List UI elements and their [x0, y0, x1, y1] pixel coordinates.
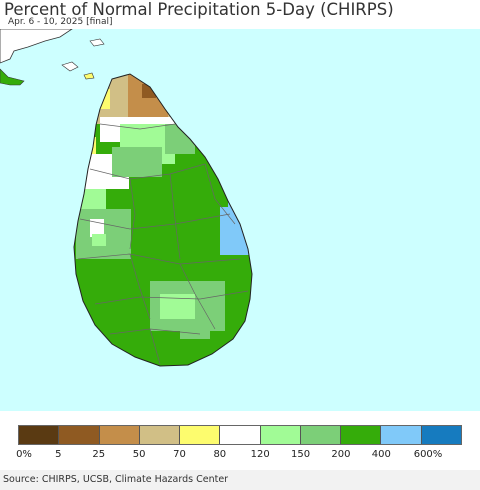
- legend-swatch: [99, 426, 140, 444]
- island: [61, 61, 79, 72]
- legend-tick-label: 600%: [413, 449, 443, 460]
- legend-swatch: [180, 426, 221, 444]
- map-subtitle: Apr. 6 - 10, 2025 [final]: [8, 17, 113, 27]
- region-80-120: [90, 219, 104, 237]
- region-400-600: [228, 197, 240, 209]
- legend-tick-label: 120: [250, 449, 270, 460]
- source-credit: Source: CHIRPS, UCSB, Climate Hazards Ce…: [3, 474, 229, 485]
- legend-swatch: [381, 426, 422, 444]
- region-150-200: [180, 324, 210, 339]
- island: [89, 38, 105, 47]
- footer: Source: CHIRPS, UCSB, Climate Hazards Ce…: [0, 470, 480, 490]
- region-150-200: [112, 147, 162, 177]
- district-boundaries: [77, 123, 249, 365]
- region-70-80: [96, 89, 110, 109]
- precipitation-map: [0, 29, 480, 411]
- legend-swatch: [300, 426, 342, 444]
- india-landmass: [0, 29, 73, 64]
- map-title: Percent of Normal Precipitation 5-Day (C…: [4, 0, 394, 19]
- legend-tick-label: 50: [132, 449, 146, 460]
- legend-tick-label: 70: [173, 449, 186, 460]
- legend-swatch: [220, 426, 261, 444]
- legend-swatch: [341, 426, 382, 444]
- region-120-150: [92, 234, 106, 246]
- legend-tick-label: 80: [213, 449, 227, 460]
- island: [83, 72, 95, 80]
- legend-swatch: [19, 426, 60, 444]
- legend-tick-label: 400: [371, 449, 391, 460]
- legend-tick-label: 150: [290, 449, 311, 460]
- sri-lanka-coastline: [73, 73, 253, 367]
- india-landmass-west: [0, 68, 25, 86]
- legend-swatch: [260, 426, 301, 444]
- legend-swatch: [139, 426, 181, 444]
- legend-tick-label: 25: [92, 449, 106, 460]
- map-canvas: [0, 29, 253, 367]
- legend-colorbar: [18, 425, 462, 445]
- legend-tick-label: 5: [55, 449, 62, 460]
- legend-swatch: [59, 426, 100, 444]
- legend-tick-label: 200: [331, 449, 351, 460]
- legend-tick-label: 0%: [16, 449, 32, 460]
- legend-swatch: [421, 426, 461, 444]
